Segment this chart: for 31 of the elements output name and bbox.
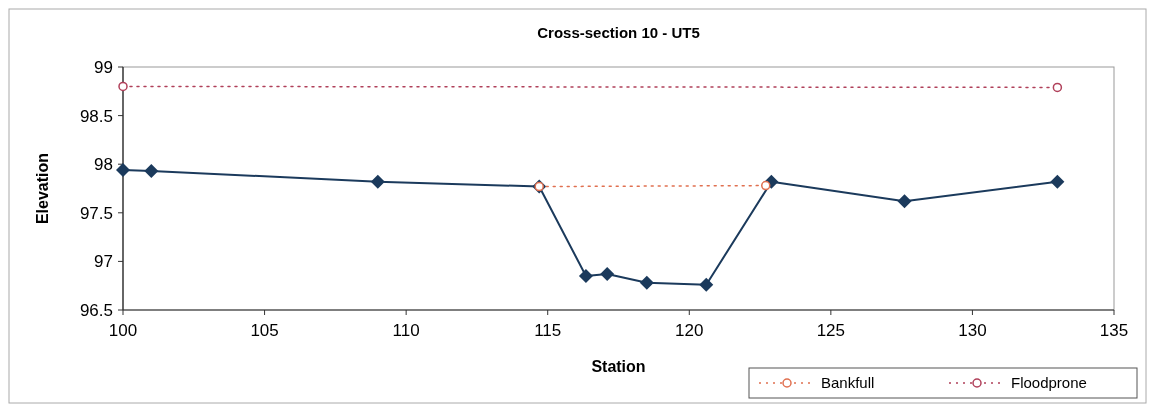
point <box>578 268 593 283</box>
point <box>1052 82 1063 93</box>
point <box>116 163 130 178</box>
x-tick-label: 130 <box>958 321 987 340</box>
point <box>600 267 615 282</box>
legend-label: Bankfull <box>821 374 875 392</box>
y-tick-label: 99 <box>94 57 113 77</box>
x-tick-label: 125 <box>816 321 846 340</box>
x-tick-label: 120 <box>675 321 704 340</box>
chart-title: Cross-section 10 - UT5 <box>537 24 700 41</box>
x-tick-label: 105 <box>250 321 279 340</box>
point <box>699 277 714 292</box>
y-tick-label: 97 <box>94 252 113 272</box>
y-tick-label: 96.5 <box>79 300 113 320</box>
y-tick-label: 98.5 <box>79 106 113 126</box>
point <box>639 275 654 290</box>
x-tick-label: 115 <box>534 321 562 340</box>
x-tick-label: 110 <box>392 321 420 340</box>
y-tick-label: 97.5 <box>79 203 113 223</box>
point <box>118 81 128 92</box>
y-axis-title: Elevation <box>34 152 51 225</box>
point <box>897 194 912 209</box>
point <box>760 180 771 191</box>
y-tick-label: 98 <box>94 155 113 175</box>
x-axis-title: Station <box>591 358 646 375</box>
point <box>370 174 385 189</box>
legend-label: Floodprone <box>1011 374 1087 392</box>
point <box>144 164 159 178</box>
x-tick-label: 135 <box>1099 321 1129 340</box>
x-tick-label: 100 <box>108 321 138 340</box>
point <box>1050 174 1065 189</box>
